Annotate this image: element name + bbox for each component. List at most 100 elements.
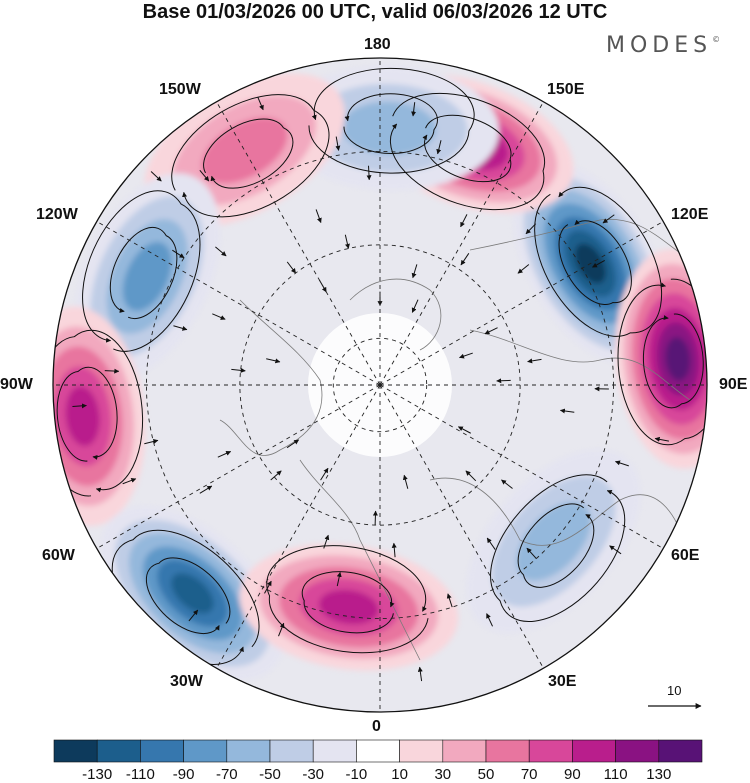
map-title: Base 01/03/2026 00 UTC, valid 06/03/2026… <box>142 1 608 23</box>
lon-label-120w: 120W <box>36 206 78 223</box>
wind-arrow <box>411 264 418 279</box>
wind-arrow <box>517 264 530 274</box>
wind-arrow <box>609 545 622 555</box>
streamline <box>82 190 201 352</box>
lon-label-60w: 60W <box>42 547 75 564</box>
streamline <box>301 571 395 634</box>
lon-label-30w: 30W <box>170 673 203 690</box>
wind-arrow <box>188 609 199 622</box>
streamline <box>343 93 438 154</box>
streamline <box>56 366 118 462</box>
streamline <box>389 92 546 211</box>
wind-arrow <box>486 537 496 550</box>
colorbar-bin <box>615 739 660 763</box>
streamline <box>145 557 231 635</box>
wind-arrow <box>460 214 468 228</box>
coastline-layer <box>219 218 691 661</box>
coastline <box>299 459 421 661</box>
wind-arrow <box>526 547 537 559</box>
meridian <box>96 221 381 386</box>
colorbar-tick-label: -130 <box>82 766 113 783</box>
wind-arrow <box>315 209 322 224</box>
coastline <box>469 329 691 401</box>
colorbar-bin <box>572 739 616 763</box>
colorbar-tick-label: 110 <box>603 766 628 783</box>
coastline <box>429 477 691 561</box>
meridian <box>216 101 381 386</box>
wind-arrow <box>278 622 285 637</box>
wind-arrow <box>459 352 473 359</box>
colorbar-bin <box>399 739 444 763</box>
wind-arrow <box>264 580 272 594</box>
wind-arrow <box>391 542 397 558</box>
colorbar-tick-label: 70 <box>520 766 538 783</box>
wind-arrow <box>457 426 471 434</box>
streamline <box>517 503 595 588</box>
streamline <box>534 186 663 337</box>
colorbar-bin <box>96 739 141 763</box>
streamline <box>308 67 475 174</box>
wind-arrow <box>336 571 342 587</box>
colorbar-tick-label: 10 <box>391 766 408 783</box>
lon-label-120e: 120E <box>671 206 709 223</box>
wind-arrow <box>212 313 226 320</box>
wind-arrow <box>402 474 409 489</box>
wind-arrow <box>150 171 162 182</box>
lon-label-90w: 90W <box>0 376 33 393</box>
streamline <box>617 278 707 446</box>
brand-logo: MODES© <box>606 33 720 58</box>
lon-label-60e: 60E <box>671 547 700 564</box>
lon-label-90e: 90E <box>719 376 748 393</box>
map-disk <box>53 58 707 712</box>
brand-mark: © <box>712 35 721 44</box>
coastline <box>469 218 691 261</box>
wind-arrow <box>144 439 159 445</box>
wind-arrow <box>320 467 329 481</box>
colorbar-bin <box>269 739 314 763</box>
colorbar-bin <box>226 739 271 763</box>
graticule <box>53 58 707 712</box>
wind-arrow <box>344 234 350 249</box>
meridian <box>96 384 381 549</box>
wind-arrow <box>654 436 669 442</box>
wind-arrow <box>484 327 498 335</box>
wind-arrow <box>525 223 537 235</box>
colorbar-bin <box>528 739 573 763</box>
meridian <box>379 221 664 386</box>
anomaly-fill-layer <box>53 66 707 681</box>
parallel <box>145 150 615 620</box>
reference-vector-label: 10 <box>667 683 682 698</box>
streamline <box>490 474 626 623</box>
colorbar-tick-label: -30 <box>302 766 325 783</box>
streamline <box>53 329 144 497</box>
map-boundary <box>52 57 708 713</box>
colorbar-tick-label: -110 <box>125 766 155 783</box>
wind-arrow <box>231 367 246 373</box>
wind-arrow <box>411 102 417 117</box>
wind-arrow <box>286 439 300 449</box>
meridian <box>216 384 381 669</box>
colorbar-bin <box>442 739 487 763</box>
colorbar-tick-label: -70 <box>215 766 238 783</box>
wind-arrow <box>335 136 341 151</box>
streamline <box>109 226 178 320</box>
meridian <box>379 384 544 669</box>
lon-label-150e: 150E <box>547 81 585 98</box>
wind-arrow <box>465 470 477 482</box>
wind-arrow <box>257 96 264 111</box>
streamline-layer <box>53 67 707 682</box>
parallel <box>239 244 521 526</box>
wind-arrow <box>286 261 297 274</box>
wind-arrow <box>173 325 188 331</box>
wind-arrow <box>217 451 232 458</box>
wind-arrow <box>615 460 629 467</box>
colorbar-tick-label: -50 <box>259 766 281 783</box>
wind-arrow <box>72 403 87 409</box>
wind-arrow <box>592 260 605 268</box>
lon-label-150w: 150W <box>159 81 201 98</box>
colorbar-tick-label: -10 <box>345 766 368 783</box>
colorbar-bin <box>658 739 703 763</box>
parallel <box>332 337 428 433</box>
colorbar-tick-label: -90 <box>172 766 195 783</box>
